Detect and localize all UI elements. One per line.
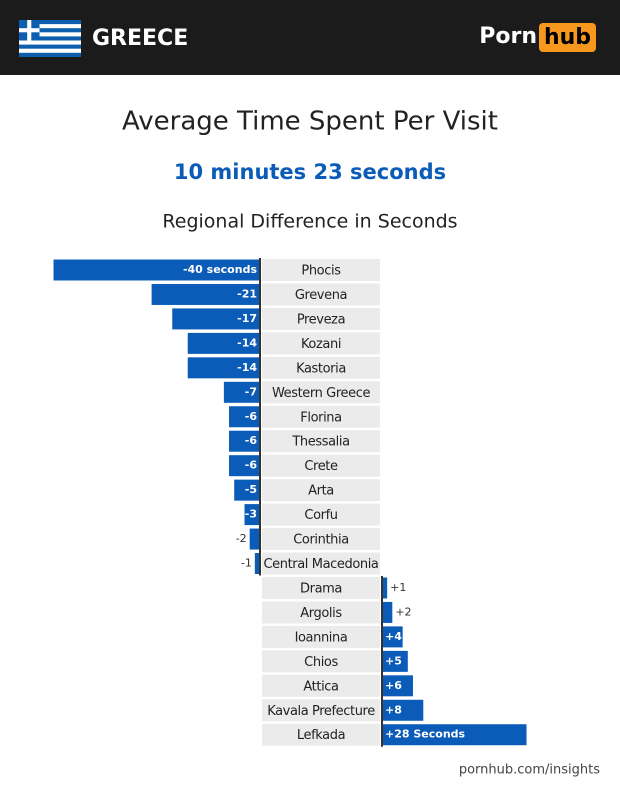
value-label: -21: [237, 287, 257, 300]
chart-title: Average Time Spent Per Visit: [122, 107, 498, 137]
axis-title: Regional Difference in Seconds: [162, 211, 457, 233]
category-label: Kastoria: [296, 361, 346, 376]
value-label: -6: [245, 459, 258, 472]
chart-subtitle: 10 minutes 23 seconds: [174, 160, 446, 184]
category-box: [262, 674, 380, 697]
value-label: -1: [241, 557, 252, 570]
bar: [382, 601, 393, 623]
country-name: GREECE: [92, 26, 188, 51]
category-label: Central Macedonia: [263, 557, 378, 572]
category-label: Drama: [300, 581, 342, 596]
bar: [223, 381, 260, 403]
header-bar: [0, 0, 620, 75]
category-box: [262, 356, 380, 379]
category-label: Argolis: [300, 606, 342, 621]
category-box: [262, 503, 380, 526]
category-box: [262, 601, 380, 624]
bar: [187, 332, 260, 354]
bar: [382, 626, 403, 648]
value-label: -14: [237, 336, 257, 349]
category-label: Kavala Prefecture: [267, 704, 375, 719]
category-box: [262, 723, 380, 746]
logo-right: hub: [544, 25, 591, 50]
category-label: Lefkada: [297, 728, 345, 743]
category-box: [262, 283, 380, 306]
bar: [382, 699, 424, 721]
value-label: +28 Seconds: [385, 728, 466, 741]
category-label: Corinthia: [293, 533, 349, 548]
category-box: [262, 479, 380, 502]
bar: [229, 455, 260, 477]
bar: [229, 430, 260, 452]
category-label: Corfu: [304, 508, 337, 523]
value-label: -40 seconds: [183, 263, 257, 276]
category-box: [262, 454, 380, 477]
bar: [53, 259, 260, 281]
category-label: Florina: [300, 410, 341, 425]
category-label: Chios: [304, 655, 338, 670]
bar: [382, 650, 408, 672]
category-label: Preveza: [297, 312, 345, 327]
category-box: [262, 430, 380, 453]
value-label: -6: [245, 434, 258, 447]
bar: [172, 308, 260, 330]
bar: [229, 406, 260, 428]
category-label: Thessalia: [291, 435, 349, 450]
bar: [249, 528, 260, 550]
value-label: +5: [385, 654, 402, 667]
category-label: Grevena: [295, 288, 347, 303]
category-box: [262, 307, 380, 330]
category-label: Kozani: [301, 337, 341, 352]
bar: [151, 283, 260, 305]
value-label: -6: [245, 410, 258, 423]
category-box: [262, 528, 380, 551]
value-label: +8: [385, 703, 402, 716]
value-label: +2: [395, 605, 411, 618]
category-box: [262, 259, 380, 281]
category-box: [262, 381, 380, 404]
value-label: -17: [237, 312, 257, 325]
category-box: [262, 405, 380, 428]
category-box: [262, 625, 380, 648]
value-label: -7: [245, 385, 257, 398]
category-box: [262, 699, 380, 722]
bar: [187, 357, 260, 379]
source: pornhub.com/insights: [459, 763, 600, 778]
category-label: Attica: [303, 679, 338, 694]
category-label: Ioannina: [295, 630, 348, 645]
greek-flag: [19, 20, 81, 57]
value-label: +6: [385, 679, 402, 692]
category-box: [262, 576, 380, 599]
category-box: [262, 552, 380, 575]
value-label: -3: [245, 508, 257, 521]
value-label: -5: [245, 483, 257, 496]
bar: [382, 724, 527, 746]
logo-left: Porn: [479, 24, 537, 49]
category-label: Western Greece: [272, 386, 371, 401]
category-label: Phocis: [301, 264, 341, 279]
category-box: [262, 332, 380, 355]
bar: [254, 553, 260, 575]
category-label: Arta: [308, 484, 334, 499]
category-label: Crete: [304, 459, 338, 474]
logo-box: [539, 23, 596, 52]
category-box: [262, 650, 380, 673]
value-label: +1: [390, 581, 406, 594]
value-label: -14: [237, 361, 257, 374]
bar: [382, 577, 388, 599]
value-label: +4: [385, 630, 402, 643]
bar: [382, 675, 413, 697]
value-label: -2: [236, 532, 247, 545]
bar: [244, 504, 260, 526]
bar: [234, 479, 260, 501]
